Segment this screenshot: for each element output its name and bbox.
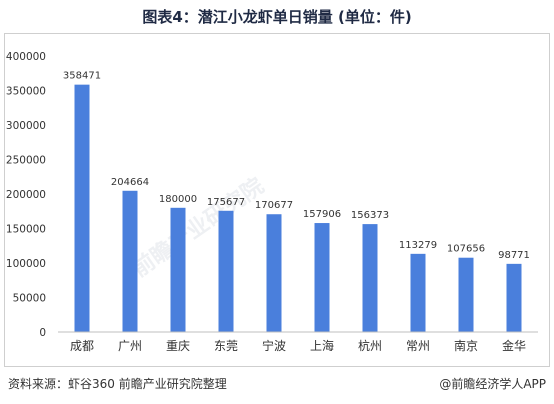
bar-value-label: 358471 <box>63 71 101 82</box>
x-tick-label: 上海 <box>310 338 334 353</box>
x-tick-label: 东莞 <box>214 339 238 353</box>
source-note: 资料来源：虾谷360 前瞻产业研究院整理 <box>8 377 227 391</box>
bar-value-label: 113279 <box>399 240 437 251</box>
x-tick-label: 金华 <box>502 338 526 353</box>
x-tick-label: 杭州 <box>358 338 382 353</box>
bar-value-label: 157906 <box>303 209 341 220</box>
y-tick-label: 300000 <box>6 120 46 132</box>
bars: 358471 204664 180000 175677 170677 157906 1563… <box>63 71 530 333</box>
y-tick-label: 350000 <box>6 86 46 98</box>
bar <box>458 257 474 332</box>
brand-label: @前瞻经济学人APP <box>439 377 546 391</box>
bar-value-label: 175677 <box>207 197 245 208</box>
y-tick-label: 200000 <box>6 189 46 201</box>
bar <box>170 207 186 332</box>
bar <box>122 190 138 332</box>
y-tick-label: 100000 <box>6 258 46 270</box>
x-tick-label: 宁波 <box>262 338 286 353</box>
bar-value-label: 156373 <box>351 210 389 221</box>
y-tick-label: 0 <box>39 327 46 339</box>
chart-frame <box>4 33 550 367</box>
bar <box>218 210 234 332</box>
bar <box>74 84 90 333</box>
bar <box>314 223 330 332</box>
y-tick-label: 400000 <box>6 51 46 63</box>
bar <box>410 253 426 332</box>
x-tick-label: 成都 <box>70 339 94 353</box>
x-tick-label: 南京 <box>454 338 478 353</box>
bar-value-label: 180000 <box>159 194 197 205</box>
x-axis: 成都 广州 重庆 东莞 宁波 上海 杭州 常州 南京 金华 <box>58 331 538 353</box>
bar-value-label: 170677 <box>255 200 293 211</box>
bar-value-label: 204664 <box>111 177 149 188</box>
footer: 资料来源：虾谷360 前瞻产业研究院整理 @前瞻经济学人APP <box>0 373 554 397</box>
y-tick-label: 50000 <box>13 293 46 305</box>
y-tick-label: 150000 <box>6 224 46 236</box>
bar-value-label: 107656 <box>447 244 485 255</box>
x-tick-label: 常州 <box>406 339 430 353</box>
y-axis: 0 50000 100000 150000 200000 250000 300000 3500… <box>6 51 46 339</box>
bar <box>266 214 282 332</box>
bar <box>362 224 378 332</box>
x-tick-label: 重庆 <box>166 339 190 353</box>
x-tick-label: 广州 <box>118 339 142 353</box>
bar-value-label: 98771 <box>498 250 530 261</box>
y-tick-label: 250000 <box>6 155 46 167</box>
bar <box>506 263 522 332</box>
chart-title: 图表4：潜江小龙虾单日销量 (单位：件) <box>142 8 412 26</box>
